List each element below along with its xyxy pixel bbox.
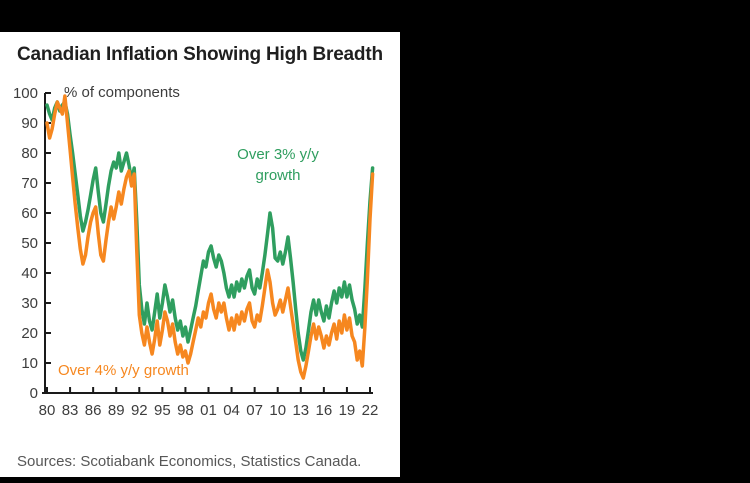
y-axis-unit-label: % of components bbox=[64, 84, 180, 101]
x-tick-label: 92 bbox=[131, 402, 148, 419]
legend-label-over-4pct: Over 4% y/y growth bbox=[58, 362, 189, 379]
legend-label-over-3pct: Over 3% y/y growth bbox=[213, 144, 343, 186]
y-tick-label: 30 bbox=[21, 295, 38, 312]
x-tick-label: 07 bbox=[246, 402, 263, 419]
y-tick-label: 50 bbox=[21, 235, 38, 252]
x-tick-label: 19 bbox=[339, 402, 356, 419]
y-tick-label: 20 bbox=[21, 325, 38, 342]
legend-over-3pct-line2: growth bbox=[255, 167, 301, 184]
x-tick-label: 13 bbox=[292, 402, 309, 419]
y-tick-label: 60 bbox=[21, 205, 38, 222]
x-tick-label: 83 bbox=[62, 402, 79, 419]
x-tick-label: 04 bbox=[223, 402, 240, 419]
x-tick-label: 86 bbox=[85, 402, 102, 419]
y-tick-label: 80 bbox=[21, 145, 38, 162]
chart-title: Canadian Inflation Showing High Breadth bbox=[17, 44, 383, 65]
x-tick-label: 89 bbox=[108, 402, 125, 419]
x-tick-label: 98 bbox=[177, 402, 194, 419]
chart-canvas: 0 10 20 30 40 50 60 70 80 90 100 80 83 86 89 92 95 98 01 04… bbox=[13, 85, 378, 419]
legend-over-3pct-line1: Over 3% y/y bbox=[237, 146, 319, 163]
y-tick-label: 70 bbox=[21, 175, 38, 192]
x-tick-label: 16 bbox=[316, 402, 333, 419]
y-tick-label: 0 bbox=[30, 385, 38, 402]
y-tick-label: 40 bbox=[21, 265, 38, 282]
x-tick-label: 95 bbox=[154, 402, 171, 419]
series-lines bbox=[45, 94, 375, 380]
tick-labels: 0 10 20 30 40 50 60 70 80 90 100 80 83 86 89 92 95 98 01 04… bbox=[13, 85, 378, 419]
y-tick-label: 10 bbox=[21, 355, 38, 372]
x-tick-label: 01 bbox=[200, 402, 217, 419]
y-tick-label: 100 bbox=[13, 85, 38, 102]
x-tick-label: 80 bbox=[39, 402, 56, 419]
source-note: Sources: Scotiabank Economics, Statistic… bbox=[17, 453, 362, 470]
axes bbox=[42, 92, 373, 394]
x-tick-label: 22 bbox=[362, 402, 379, 419]
chart-panel: Canadian Inflation Showing High Breadth … bbox=[0, 32, 400, 477]
x-tick-label: 10 bbox=[269, 402, 286, 419]
series-line-over-3pct bbox=[45, 100, 375, 362]
series-line-over-4pct bbox=[45, 94, 375, 380]
y-tick-label: 90 bbox=[21, 115, 38, 132]
